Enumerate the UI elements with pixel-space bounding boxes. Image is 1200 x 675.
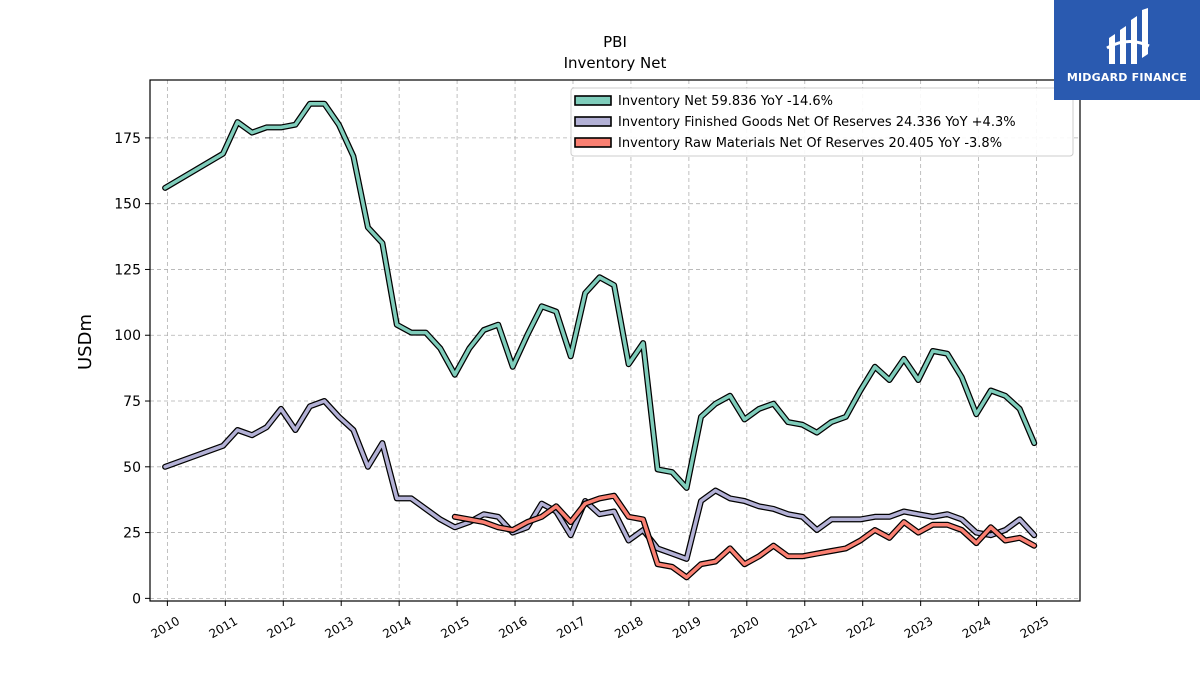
x-tick-label: 2011	[207, 614, 240, 641]
legend-box	[570, 87, 1074, 157]
axes: 0 25 50 75 100 125 150 175 2010 2011 2012 2013 2014 2…	[114, 79, 1081, 641]
x-tick-label: 2017	[554, 614, 587, 641]
legend-label-1: Inventory Net 59.836 YoY -14.6%	[618, 94, 833, 109]
x-tick-label: 2012	[265, 614, 298, 641]
chart-subtitle: Inventory Net	[564, 54, 667, 72]
legend-label-2: Inventory Finished Goods Net Of Reserves…	[618, 115, 1016, 130]
y-tick-label: 50	[123, 460, 141, 476]
legend: Inventory Net 59.836 YoY -14.6% Inventory…	[570, 87, 1074, 157]
y-axis-label: USDm	[75, 314, 96, 370]
x-tick-label: 2023	[902, 614, 935, 641]
series-1-line	[163, 101, 1036, 490]
legend-swatch-1	[574, 95, 612, 106]
x-tick-label: 2010	[149, 614, 182, 641]
x-tick-label: 2024	[960, 614, 993, 641]
series-3	[451, 492, 1038, 581]
x-tick-label: 2025	[1018, 614, 1051, 641]
x-tick-label: 2022	[844, 614, 877, 641]
x-tick-label: 2014	[380, 614, 413, 641]
logo-text: MIDGARD FINANCE	[1066, 71, 1188, 84]
plot-frame	[149, 79, 1081, 602]
y-tick-label: 0	[132, 591, 141, 607]
y-tick-label: 25	[123, 526, 141, 542]
x-tick-label: 2021	[786, 614, 819, 641]
y-tick-label: 100	[114, 328, 141, 344]
x-tick-label: 2020	[728, 614, 761, 641]
legend-swatch-2	[574, 116, 612, 127]
y-tick-label: 150	[114, 197, 141, 213]
series-2	[162, 398, 1038, 562]
series-1	[162, 100, 1038, 491]
y-tick-label: 125	[114, 262, 141, 278]
x-tick-label: 2013	[322, 614, 355, 641]
y-tick-label: 75	[123, 394, 141, 410]
x-tick-label: 2016	[496, 614, 529, 641]
series-2-line	[163, 399, 1036, 561]
series-2-outline	[162, 398, 1038, 562]
x-tick-label: 2015	[438, 614, 471, 641]
legend-swatch-3	[574, 137, 612, 148]
logo-icon	[1106, 8, 1150, 64]
x-tick-label: 2018	[612, 614, 645, 641]
legend-label-3: Inventory Raw Materials Net Of Reserves …	[618, 136, 1002, 151]
series-3-line	[453, 493, 1036, 580]
y-tick-label: 175	[114, 131, 141, 147]
x-tick-label: 2019	[670, 614, 703, 641]
series-layer	[162, 100, 1038, 581]
midgard-finance-logo: MIDGARD FINANCE	[1054, 0, 1200, 100]
chart-title: PBI	[603, 33, 627, 51]
